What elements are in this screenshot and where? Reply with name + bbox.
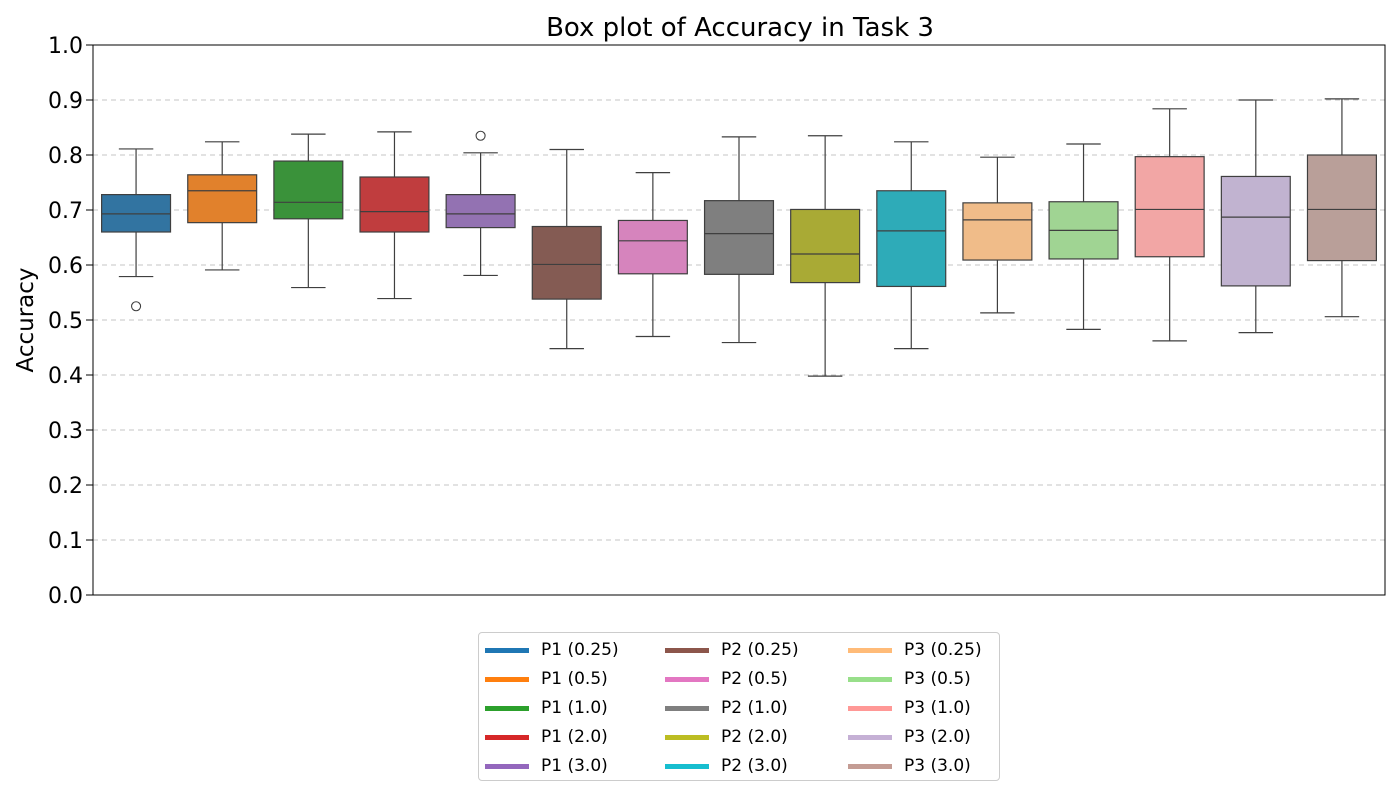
iqr-box	[1134, 156, 1205, 258]
legend-swatch	[848, 763, 892, 769]
legend-label: P2 (1.0)	[721, 698, 788, 718]
legend-swatch	[848, 705, 892, 711]
outlier-point	[131, 301, 142, 312]
y-tick-label: 0.4	[48, 364, 83, 389]
legend-label: P1 (1.0)	[541, 698, 608, 718]
legend-label: P3 (3.0)	[904, 756, 971, 776]
legend-item: P2 (3.0)	[665, 754, 788, 778]
legend-label: P1 (2.0)	[541, 727, 608, 747]
iqr-box	[273, 160, 344, 220]
legend-label: P2 (2.0)	[721, 727, 788, 747]
box-p3-1-0	[1134, 108, 1205, 342]
legend-swatch	[848, 676, 892, 682]
legend-label: P3 (2.0)	[904, 727, 971, 747]
y-tick-label: 1.0	[48, 34, 83, 59]
iqr-box	[531, 225, 602, 300]
legend-swatch	[485, 705, 529, 711]
box-p2-2-0	[790, 135, 861, 377]
y-tick-label: 0.6	[48, 254, 83, 279]
box-p1-1-0	[273, 133, 344, 289]
y-tick-label: 0.5	[48, 309, 83, 334]
y-tick-label: 0.3	[48, 419, 83, 444]
chart-title: Box plot of Accuracy in Task 3	[546, 13, 934, 43]
legend-label: P2 (0.25)	[721, 640, 799, 660]
legend-item: P3 (0.5)	[848, 667, 971, 691]
box-p3-0-25	[962, 156, 1033, 314]
box-p3-3-0	[1306, 98, 1377, 318]
box-p2-0-25	[531, 148, 602, 350]
y-axis-ticks: 0.0 0.1 0.2 0.3 0.4 0.5 0.6 0.7 0.8 0.9 1.0	[48, 34, 93, 609]
legend-item: P1 (0.5)	[485, 667, 608, 691]
legend: P1 (0.25) P1 (0.5) P1 (1.0) P1 (2.0) P1 (3.0…	[478, 632, 1000, 781]
legend-item: P1 (3.0)	[485, 754, 608, 778]
box-p2-1-0	[703, 136, 775, 344]
legend-swatch	[848, 734, 892, 740]
boxes	[101, 98, 1377, 377]
legend-swatch	[665, 676, 709, 682]
legend-swatch	[485, 647, 529, 653]
iqr-box	[876, 190, 947, 288]
legend-item: P2 (2.0)	[665, 725, 788, 749]
outlier-point	[475, 130, 486, 141]
legend-label: P1 (3.0)	[541, 756, 608, 776]
legend-swatch	[485, 763, 529, 769]
box-p2-0-5	[617, 172, 688, 338]
legend-swatch	[665, 647, 709, 653]
legend-label: P3 (0.25)	[904, 640, 982, 660]
box-p1-0-25	[101, 148, 172, 312]
y-tick-label: 0.0	[48, 584, 83, 609]
y-axis-label: Accuracy	[13, 267, 39, 372]
legend-item: P3 (2.0)	[848, 725, 971, 749]
iqr-box	[445, 194, 516, 229]
y-tick-label: 0.8	[48, 144, 83, 169]
box-p2-3-0	[876, 141, 947, 350]
legend-item: P1 (0.25)	[485, 638, 619, 662]
box-p3-2-0	[1220, 99, 1291, 334]
box-p1-3-0	[445, 130, 516, 277]
box-p1-2-0	[359, 131, 430, 300]
iqr-box	[1306, 154, 1377, 262]
iqr-box	[359, 176, 430, 233]
legend-item: P2 (0.5)	[665, 667, 788, 691]
legend-label: P3 (1.0)	[904, 698, 971, 718]
legend-swatch	[485, 676, 529, 682]
legend-label: P1 (0.5)	[541, 669, 608, 689]
legend-swatch	[665, 734, 709, 740]
legend-item: P3 (0.25)	[848, 638, 982, 662]
y-tick-label: 0.1	[48, 529, 83, 554]
iqr-box	[617, 219, 688, 275]
legend-item: P1 (1.0)	[485, 696, 608, 720]
legend-item: P3 (1.0)	[848, 696, 971, 720]
legend-swatch	[665, 705, 709, 711]
iqr-box	[187, 174, 258, 224]
y-tick-label: 0.2	[48, 474, 83, 499]
box-p1-0-5	[187, 141, 258, 271]
legend-item: P1 (2.0)	[485, 725, 608, 749]
legend-label: P1 (0.25)	[541, 640, 619, 660]
legend-item: P2 (1.0)	[665, 696, 788, 720]
legend-item: P2 (0.25)	[665, 638, 799, 662]
legend-label: P2 (0.5)	[721, 669, 788, 689]
legend-label: P2 (3.0)	[721, 756, 788, 776]
iqr-box	[1220, 175, 1291, 287]
legend-label: P3 (0.5)	[904, 669, 971, 689]
iqr-box	[703, 200, 775, 275]
iqr-box	[962, 202, 1033, 261]
y-tick-label: 0.9	[48, 89, 83, 114]
legend-swatch	[665, 763, 709, 769]
iqr-box	[790, 208, 861, 284]
legend-swatch	[848, 647, 892, 653]
y-tick-label: 0.7	[48, 199, 83, 224]
legend-swatch	[485, 734, 529, 740]
legend-item: P3 (3.0)	[848, 754, 971, 778]
box-p3-0-5	[1048, 143, 1119, 330]
